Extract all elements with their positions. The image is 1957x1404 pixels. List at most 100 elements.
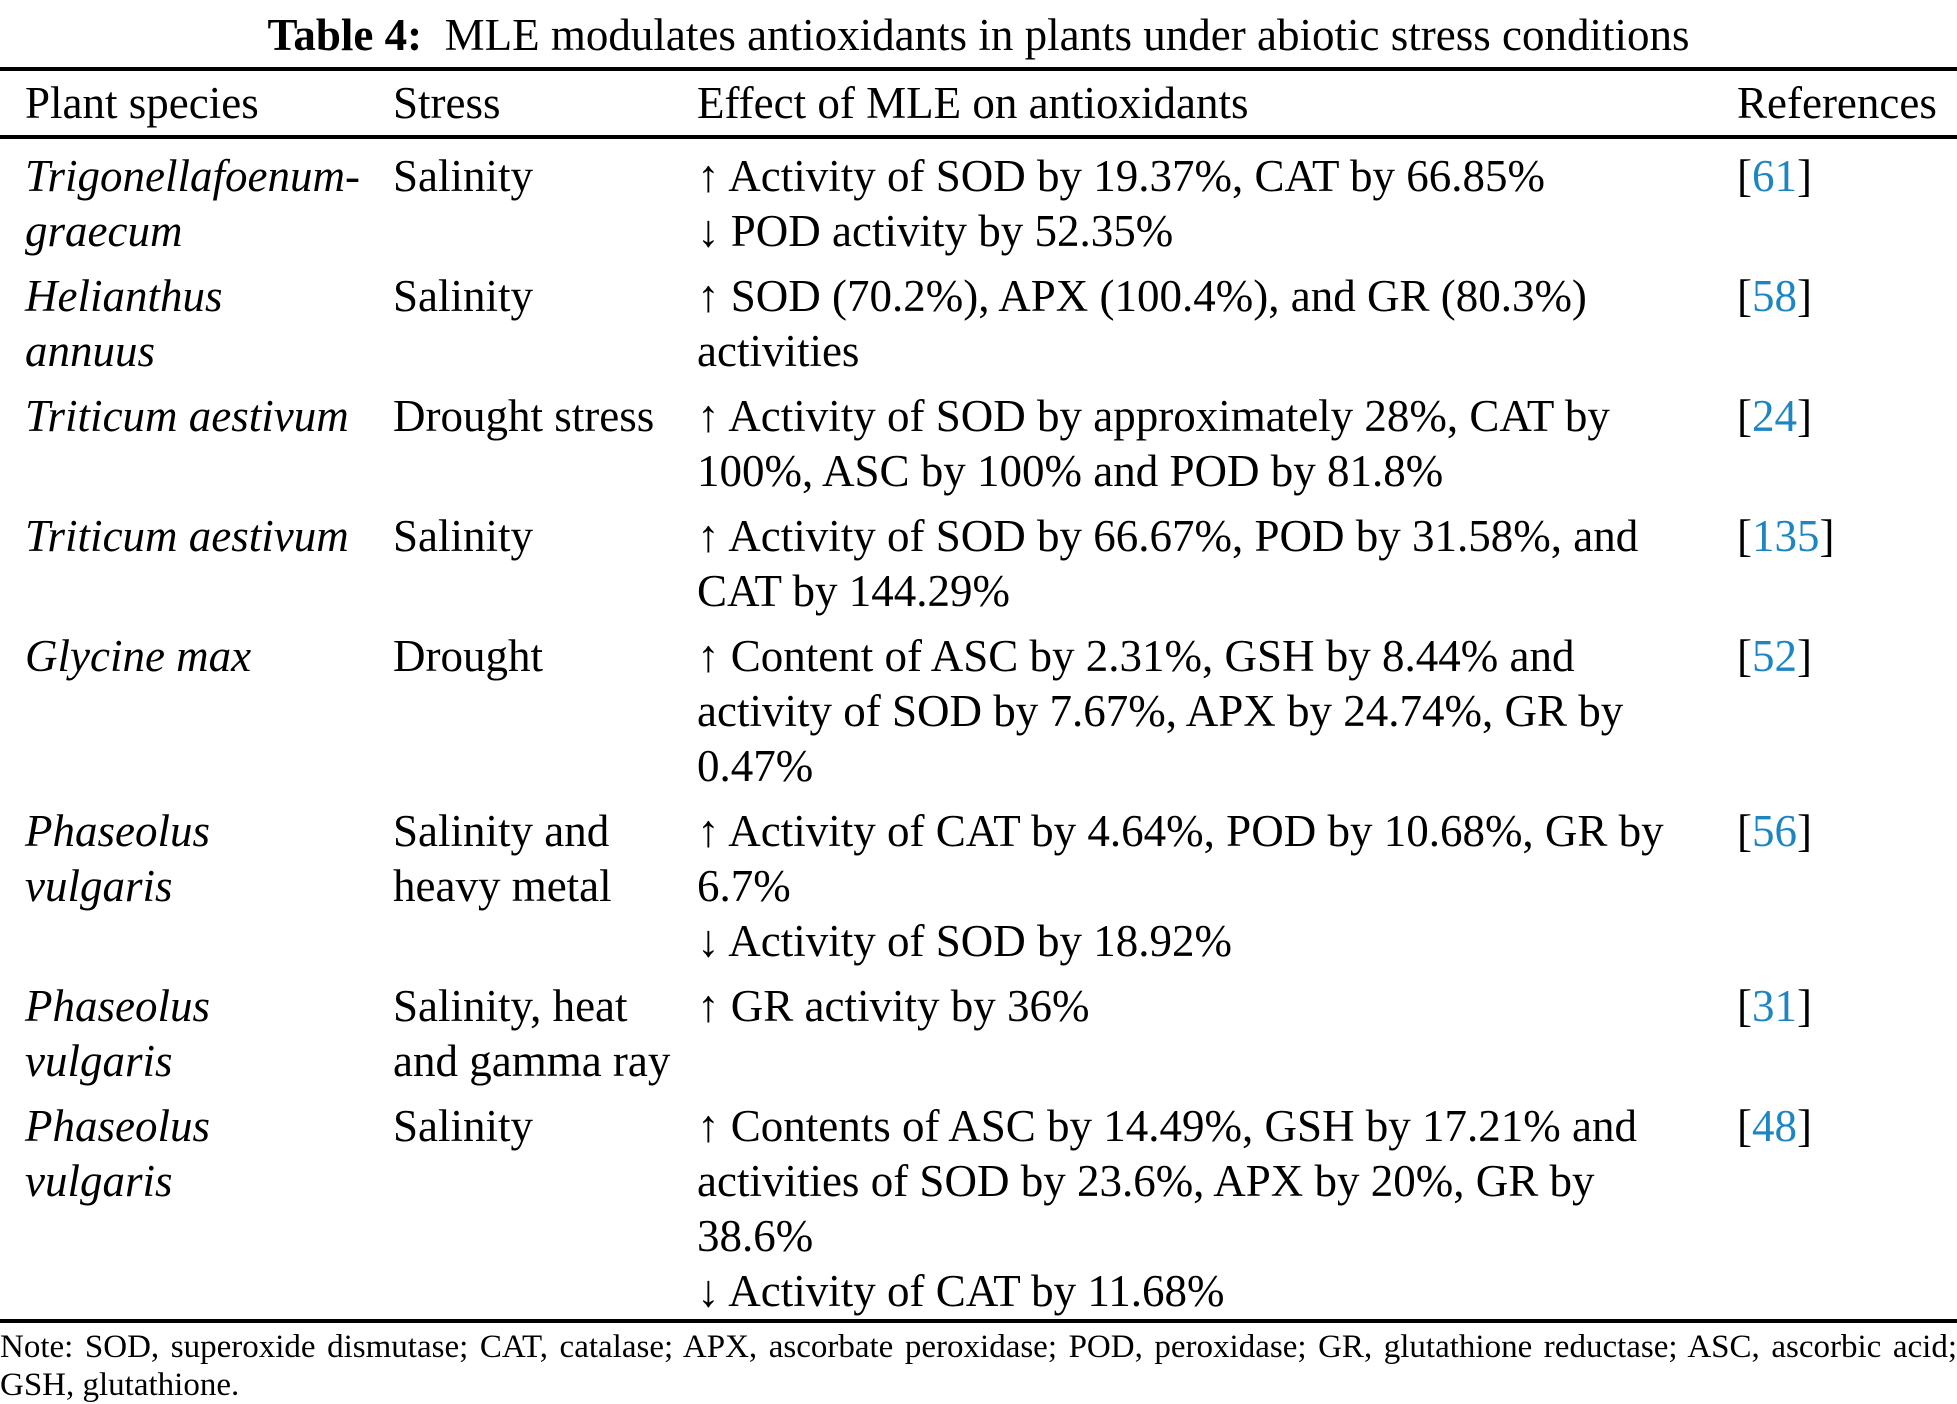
effect_lines-line: ↑ Activity of SOD by approximately 28%, …: [697, 391, 1610, 441]
effect_lines-line: 6.7%: [697, 861, 791, 911]
effect_lines-line: activities: [697, 326, 860, 376]
effect_lines-line: ↑ GR activity by 36%: [697, 981, 1090, 1031]
stress_lines-line: Salinity, heat: [393, 981, 628, 1031]
reference-bracket: [56]: [1737, 806, 1812, 856]
reference-cell: [135]: [1712, 499, 1957, 619]
stress_lines-line: Drought stress: [393, 391, 655, 441]
effect_lines-line: 0.47%: [697, 741, 814, 791]
table-caption-text: [433, 10, 444, 60]
table-footnote: Note: SOD, superoxide dismutase; CAT, ca…: [0, 1323, 1957, 1404]
reference-bracket: [52]: [1737, 631, 1812, 681]
table-row: Glycine max Drought ↑ Content of ASC by 2.…: [0, 619, 1957, 794]
table-header: Plant species Stress Effect of MLE on anti…: [0, 69, 1957, 139]
stress-cell: Salinity, heat and gamma ray: [368, 969, 672, 1089]
effect-cell: ↑ Activity of SOD by 19.37%, CAT by 66.8…: [672, 137, 1712, 259]
reference-bracket: [58]: [1737, 271, 1812, 321]
column-header-stress: Stress: [368, 69, 672, 139]
effect-cell: ↑ Content of ASC by 2.31%, GSH by 8.44% …: [672, 619, 1712, 794]
reference-link[interactable]: 58: [1752, 271, 1797, 321]
effect-cell: ↑ Activity of CAT by 4.64%, POD by 10.68…: [672, 794, 1712, 969]
effect-cell: ↑ Activity of SOD by 66.67%, POD by 31.5…: [672, 499, 1712, 619]
table-row: Phaseolus vulgaris Salinity, heat and gamma…: [0, 969, 1957, 1089]
effect_lines-line: ↑ Content of ASC by 2.31%, GSH by 8.44% …: [697, 631, 1575, 681]
stress_lines-line: Salinity: [393, 511, 534, 561]
reference-link[interactable]: 48: [1752, 1101, 1797, 1151]
plant-species-cell: Phaseolus vulgaris: [0, 1089, 368, 1321]
plant-species-cell: Glycine max: [0, 619, 368, 794]
reference-link[interactable]: 56: [1752, 806, 1797, 856]
reference-link[interactable]: 31: [1752, 981, 1797, 1031]
species_lines-line: Triticum aestivum: [25, 511, 349, 561]
effect_lines-line: CAT by 144.29%: [697, 566, 1010, 616]
effect_lines-line: ↑ Contents of ASC by 14.49%, GSH by 17.2…: [697, 1101, 1638, 1151]
species_lines-line: Glycine max: [25, 631, 252, 681]
stress_lines-line: Salinity: [393, 151, 534, 201]
species_lines-line: annuus: [25, 326, 156, 376]
table-caption-title: MLE modulates antioxidants in plants und…: [444, 10, 1690, 60]
table-row: Triticum aestivum Drought stress ↑ Activit…: [0, 379, 1957, 499]
species_lines-line: vulgaris: [25, 1036, 173, 1086]
species_lines-line: vulgaris: [25, 861, 173, 911]
species_lines-line: Helianthus: [25, 271, 223, 321]
effect_lines-line: activity of SOD by 7.67%, APX by 24.74%,…: [697, 686, 1624, 736]
plant-species-cell: Triticum aestivum: [0, 379, 368, 499]
stress_lines-line: Salinity: [393, 271, 534, 321]
reference-link[interactable]: 61: [1752, 151, 1797, 201]
reference-cell: [31]: [1712, 969, 1957, 1089]
stress-cell: Drought: [368, 619, 672, 794]
species_lines-line: vulgaris: [25, 1156, 173, 1206]
table-row: Trigonellafoenum-graecum Salinity ↑ Activi…: [0, 137, 1957, 259]
reference-cell: [24]: [1712, 379, 1957, 499]
species_lines-line: graecum: [25, 206, 183, 256]
column-header-effect: Effect of MLE on antioxidants: [672, 69, 1712, 139]
reference-link[interactable]: 24: [1752, 391, 1797, 441]
effect-cell: ↑ SOD (70.2%), APX (100.4%), and GR (80.…: [672, 259, 1712, 379]
effect_lines-line: 100%, ASC by 100% and POD by 81.8%: [697, 446, 1444, 496]
table-row: Phaseolus vulgaris Salinity and heavy metal…: [0, 794, 1957, 969]
effect_lines-line: ↓ POD activity by 52.35%: [697, 206, 1174, 256]
column-header-plant-species: Plant species: [0, 69, 368, 139]
stress-cell: Salinity: [368, 137, 672, 259]
table-row: Phaseolus vulgaris Salinity ↑ Contents of A…: [0, 1089, 1957, 1321]
reference-bracket: [24]: [1737, 391, 1812, 441]
stress-cell: Salinity: [368, 1089, 672, 1321]
reference-cell: [61]: [1712, 137, 1957, 259]
species_lines-line: Triticum aestivum: [25, 391, 349, 441]
table-caption-label: Table 4:: [267, 10, 423, 60]
stress-cell: Salinity: [368, 259, 672, 379]
plant-species-cell: Triticum aestivum: [0, 499, 368, 619]
reference-bracket: [48]: [1737, 1101, 1812, 1151]
effect_lines-line: ↑ Activity of CAT by 4.64%, POD by 10.68…: [697, 806, 1664, 856]
column-header-references: References: [1712, 69, 1957, 139]
stress_lines-line: heavy metal: [393, 861, 612, 911]
effect_lines-line: ↑ SOD (70.2%), APX (100.4%), and GR (80.…: [697, 271, 1587, 321]
effect_lines-line: ↓ Activity of SOD by 18.92%: [697, 916, 1232, 966]
plant-species-cell: Helianthus annuus: [0, 259, 368, 379]
reference-bracket: [61]: [1737, 151, 1812, 201]
antioxidants-table: Plant species Stress Effect of MLE on anti…: [0, 67, 1957, 1323]
reference-cell: [48]: [1712, 1089, 1957, 1321]
effect_lines-line: activities of SOD by 23.6%, APX by 20%, …: [697, 1156, 1595, 1206]
footnote-line-1: Note: SOD, superoxide dismutase; CAT, ca…: [0, 1329, 1957, 1365]
table-body: Trigonellafoenum-graecum Salinity ↑ Activi…: [0, 137, 1957, 1321]
plant-species-cell: Phaseolus vulgaris: [0, 794, 368, 969]
reference-link[interactable]: 135: [1752, 511, 1820, 561]
effect_lines-line: ↓ Activity of CAT by 11.68%: [697, 1266, 1225, 1316]
reference-cell: [56]: [1712, 794, 1957, 969]
effect-cell: ↑ Activity of SOD by approximately 28%, …: [672, 379, 1712, 499]
header-row: Plant species Stress Effect of MLE on anti…: [0, 69, 1957, 139]
stress-cell: Salinity and heavy metal: [368, 794, 672, 969]
stress-cell: Salinity: [368, 499, 672, 619]
species_lines-line: Phaseolus: [25, 1101, 210, 1151]
effect-cell: ↑ GR activity by 36%: [672, 969, 1712, 1089]
effect-cell: ↑ Contents of ASC by 14.49%, GSH by 17.2…: [672, 1089, 1712, 1321]
reference-link[interactable]: 52: [1752, 631, 1797, 681]
reference-bracket: [31]: [1737, 981, 1812, 1031]
footnote-line-2: GSH, glutathione.: [0, 1367, 240, 1403]
effect_lines-line: ↑ Activity of SOD by 19.37%, CAT by 66.8…: [697, 151, 1545, 201]
plant-species-cell: Trigonellafoenum-graecum: [0, 137, 368, 259]
effect_lines-line: 38.6%: [697, 1211, 814, 1261]
stress-cell: Drought stress: [368, 379, 672, 499]
stress_lines-line: Drought: [393, 631, 543, 681]
